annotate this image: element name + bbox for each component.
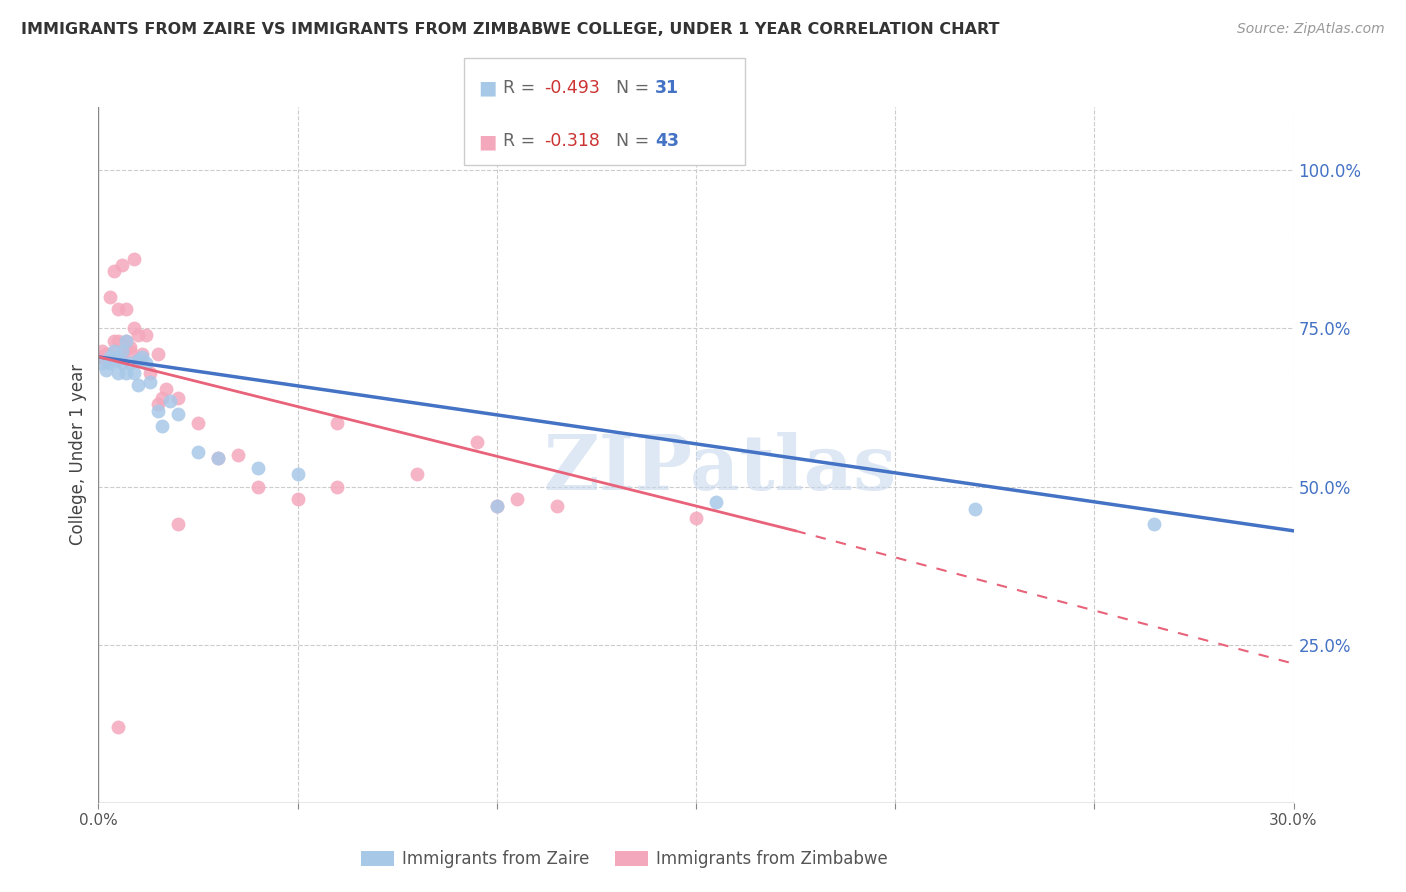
Y-axis label: College, Under 1 year: College, Under 1 year xyxy=(69,364,87,546)
Point xyxy=(139,375,162,389)
Point xyxy=(127,327,149,342)
Text: 31: 31 xyxy=(655,79,679,97)
Point xyxy=(115,302,138,317)
Point xyxy=(124,366,146,380)
Point xyxy=(187,417,209,431)
Point xyxy=(111,356,134,370)
Point xyxy=(111,343,134,358)
Point xyxy=(704,495,727,509)
Point xyxy=(124,252,146,266)
Point xyxy=(100,347,122,361)
Text: N =: N = xyxy=(605,133,654,151)
Point xyxy=(120,356,142,370)
Text: -0.318: -0.318 xyxy=(544,133,600,151)
Point xyxy=(506,492,529,507)
Point xyxy=(115,334,138,348)
Point xyxy=(100,356,122,370)
Point xyxy=(326,417,349,431)
Text: ■: ■ xyxy=(478,132,496,151)
Point xyxy=(96,353,118,368)
Point xyxy=(246,460,269,475)
Point xyxy=(207,451,229,466)
Point xyxy=(107,366,129,380)
Point xyxy=(127,353,149,368)
Point xyxy=(148,397,170,411)
Point xyxy=(131,347,153,361)
Text: N =: N = xyxy=(605,79,654,97)
Point xyxy=(246,479,269,493)
Point xyxy=(326,479,349,493)
Point xyxy=(91,343,114,358)
Text: Source: ZipAtlas.com: Source: ZipAtlas.com xyxy=(1237,22,1385,37)
Text: R =: R = xyxy=(503,79,541,97)
Point xyxy=(485,499,508,513)
Point xyxy=(465,435,488,450)
Text: IMMIGRANTS FROM ZAIRE VS IMMIGRANTS FROM ZIMBABWE COLLEGE, UNDER 1 YEAR CORRELAT: IMMIGRANTS FROM ZAIRE VS IMMIGRANTS FROM… xyxy=(21,22,1000,37)
Point xyxy=(287,492,309,507)
Point xyxy=(187,444,209,458)
Point xyxy=(91,350,114,364)
Point xyxy=(1143,517,1166,532)
Text: 43: 43 xyxy=(655,133,679,151)
Point xyxy=(96,362,118,376)
Point xyxy=(150,419,173,434)
Point xyxy=(167,391,190,405)
Point xyxy=(124,321,146,335)
Point xyxy=(127,378,149,392)
Point xyxy=(148,403,170,417)
Text: ■: ■ xyxy=(478,78,496,97)
Point xyxy=(155,382,177,396)
Point xyxy=(107,334,129,348)
Text: -0.493: -0.493 xyxy=(544,79,600,97)
Point xyxy=(100,290,122,304)
Point xyxy=(685,511,707,525)
Text: ZIPatlas: ZIPatlas xyxy=(543,432,897,506)
Point xyxy=(115,334,138,348)
Point xyxy=(546,499,568,513)
Point xyxy=(107,720,129,734)
Point xyxy=(107,302,129,317)
Point xyxy=(226,448,249,462)
Point xyxy=(159,394,181,409)
Legend: Immigrants from Zaire, Immigrants from Zimbabwe: Immigrants from Zaire, Immigrants from Z… xyxy=(354,843,894,874)
Point xyxy=(103,343,125,358)
Point xyxy=(167,517,190,532)
Point xyxy=(150,391,173,405)
Point xyxy=(148,347,170,361)
Point xyxy=(111,258,134,272)
Point xyxy=(287,467,309,481)
Point xyxy=(96,347,118,361)
Point xyxy=(127,353,149,368)
Point xyxy=(91,356,114,370)
Point xyxy=(131,350,153,364)
Point xyxy=(406,467,429,481)
Point xyxy=(103,264,125,278)
Point xyxy=(139,366,162,380)
Point xyxy=(103,334,125,348)
Point xyxy=(107,353,129,368)
Point xyxy=(103,353,125,368)
Point xyxy=(115,366,138,380)
Point xyxy=(135,327,157,342)
Point xyxy=(485,499,508,513)
Point xyxy=(120,340,142,354)
Point xyxy=(167,407,190,421)
Text: R =: R = xyxy=(503,133,541,151)
Point xyxy=(120,343,142,358)
Point xyxy=(963,501,986,516)
Point xyxy=(100,350,122,364)
Point xyxy=(135,356,157,370)
Point xyxy=(207,451,229,466)
Point xyxy=(111,347,134,361)
